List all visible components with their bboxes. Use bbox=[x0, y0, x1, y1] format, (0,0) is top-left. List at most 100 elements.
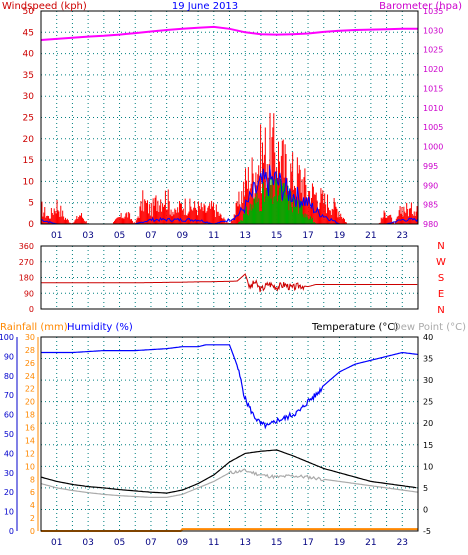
temperature-axis-label: Temperature (°C) bbox=[311, 322, 398, 333]
x-tick-label: 17 bbox=[302, 538, 313, 548]
temperature-tick-label: 15 bbox=[423, 441, 433, 450]
y-tick-label: 35 bbox=[23, 71, 34, 81]
y-tick-label: 20 bbox=[23, 135, 35, 145]
x-tick-label: 05 bbox=[114, 231, 125, 241]
x-tick-label: 11 bbox=[208, 231, 219, 241]
humidity-tick-label: 100 bbox=[0, 333, 14, 342]
x-tick-label: 15 bbox=[271, 231, 282, 241]
direction-panel-frame bbox=[40, 245, 419, 310]
dewpoint-axis-label: Dew Point (°C) bbox=[393, 322, 466, 333]
y2-tick-label: 990 bbox=[423, 181, 438, 190]
rain-tick-label: 26 bbox=[25, 359, 35, 368]
rain-tick-label: 12 bbox=[25, 449, 35, 458]
y-tick-label: 0 bbox=[28, 220, 34, 230]
compass-label: E bbox=[438, 289, 444, 300]
humidity-tick-label: 70 bbox=[4, 391, 14, 400]
x-tick-label: 11 bbox=[208, 538, 219, 548]
y2-tick-label: 1020 bbox=[423, 65, 443, 74]
humidity-tick-label: 90 bbox=[4, 352, 14, 361]
y-tick-label: 50 bbox=[23, 7, 35, 17]
temperature-panel-frame bbox=[40, 336, 419, 532]
x-tick-label: 03 bbox=[82, 538, 93, 548]
y-tick-label: 40 bbox=[23, 50, 35, 60]
wind-axis-label: Windspeed (kph) bbox=[2, 1, 87, 12]
rain-tick-label: 0 bbox=[30, 527, 35, 536]
y-tick-label: 10 bbox=[23, 177, 35, 187]
x-tick-label: 21 bbox=[365, 538, 376, 548]
temperature-tick-label: 30 bbox=[423, 376, 433, 385]
temperature-tick-label: 25 bbox=[423, 398, 433, 407]
wind-direction-line bbox=[41, 273, 418, 293]
temperature-tick-label: 10 bbox=[423, 462, 433, 471]
y2-tick-label: 1000 bbox=[423, 143, 443, 152]
temperature-tick-label: 20 bbox=[423, 419, 433, 428]
x-tick-label: 09 bbox=[177, 231, 189, 241]
rain-tick-label: 28 bbox=[25, 346, 35, 355]
temperature-tick-label: 35 bbox=[423, 355, 433, 364]
y2-tick-label: 1015 bbox=[423, 84, 443, 93]
temperature-tick-label: -5 bbox=[423, 527, 431, 536]
x-tick-label: 07 bbox=[145, 538, 156, 548]
barometer-axis-label: Barometer (hpa) bbox=[379, 1, 462, 12]
rainfall-axis-label: Rainfall (mm) bbox=[0, 322, 68, 333]
y-tick-label: 15 bbox=[23, 156, 34, 166]
humidity-tick-label: 30 bbox=[4, 469, 14, 478]
y-tick-label: 270 bbox=[19, 258, 34, 267]
rain-tick-label: 18 bbox=[25, 411, 35, 420]
humidity-tick-label: 60 bbox=[4, 411, 14, 420]
rain-tick-label: 6 bbox=[30, 488, 35, 497]
humidity-tick-label: 10 bbox=[4, 508, 14, 517]
x-tick-label: 05 bbox=[114, 538, 125, 548]
x-tick-label: 17 bbox=[302, 231, 313, 241]
y2-tick-label: 1025 bbox=[423, 46, 443, 55]
rain-tick-label: 16 bbox=[25, 424, 35, 433]
x-tick-label: 15 bbox=[271, 538, 282, 548]
compass-label: N bbox=[437, 241, 444, 252]
y-tick-label: 360 bbox=[19, 242, 34, 251]
y2-tick-label: 1005 bbox=[423, 123, 443, 132]
x-tick-label: 09 bbox=[177, 538, 189, 548]
x-tick-label: 07 bbox=[145, 231, 156, 241]
rain-tick-label: 14 bbox=[25, 436, 35, 445]
humidity-tick-label: 0 bbox=[9, 527, 14, 536]
x-tick-label: 19 bbox=[334, 231, 346, 241]
y2-tick-label: 1010 bbox=[423, 104, 443, 113]
rain-tick-label: 22 bbox=[25, 385, 35, 394]
x-tick-label: 01 bbox=[51, 231, 62, 241]
compass-label: W bbox=[436, 257, 446, 268]
temperature-tick-label: 0 bbox=[423, 505, 428, 514]
barometer-line bbox=[40, 25, 418, 41]
x-tick-label: 13 bbox=[239, 231, 250, 241]
y-tick-label: 30 bbox=[23, 92, 35, 102]
y-tick-label: 0 bbox=[29, 305, 34, 314]
y-tick-label: 180 bbox=[19, 274, 34, 283]
x-tick-label: 19 bbox=[334, 538, 346, 548]
rain-tick-label: 10 bbox=[25, 462, 35, 471]
y2-tick-label: 995 bbox=[423, 162, 438, 171]
x-tick-label: 23 bbox=[397, 231, 408, 241]
y-tick-label: 45 bbox=[23, 28, 34, 38]
y-tick-label: 25 bbox=[23, 114, 34, 124]
humidity-line bbox=[41, 344, 419, 430]
x-tick-label: 13 bbox=[239, 538, 250, 548]
humidity-tick-label: 50 bbox=[4, 430, 14, 439]
temperature-tick-label: 5 bbox=[423, 484, 428, 493]
rain-tick-label: 24 bbox=[25, 372, 35, 381]
graph-date-title: 19 June 2013 bbox=[172, 1, 238, 12]
x-tick-label: 01 bbox=[51, 538, 62, 548]
humidity-tick-label: 20 bbox=[4, 488, 14, 497]
dewpoint-line bbox=[40, 468, 419, 498]
compass-label: S bbox=[438, 273, 444, 284]
humidity-tick-label: 40 bbox=[4, 449, 14, 458]
rain-tick-label: 4 bbox=[30, 501, 35, 510]
wind-panel-frame bbox=[40, 10, 419, 225]
humidity-axis-label: Humidity (%) bbox=[67, 322, 133, 333]
y-tick-label: 5 bbox=[28, 199, 34, 209]
humidity-tick-label: 80 bbox=[4, 372, 14, 381]
rain-tick-label: 30 bbox=[25, 333, 35, 342]
y-tick-label: 90 bbox=[24, 289, 34, 298]
temperature-line bbox=[40, 449, 417, 494]
y2-tick-label: 985 bbox=[423, 201, 438, 210]
rain-tick-label: 2 bbox=[30, 514, 35, 523]
